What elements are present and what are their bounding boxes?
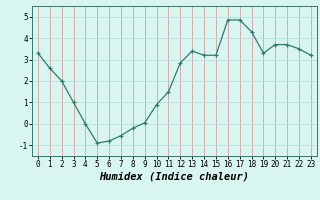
- X-axis label: Humidex (Indice chaleur): Humidex (Indice chaleur): [100, 172, 249, 182]
